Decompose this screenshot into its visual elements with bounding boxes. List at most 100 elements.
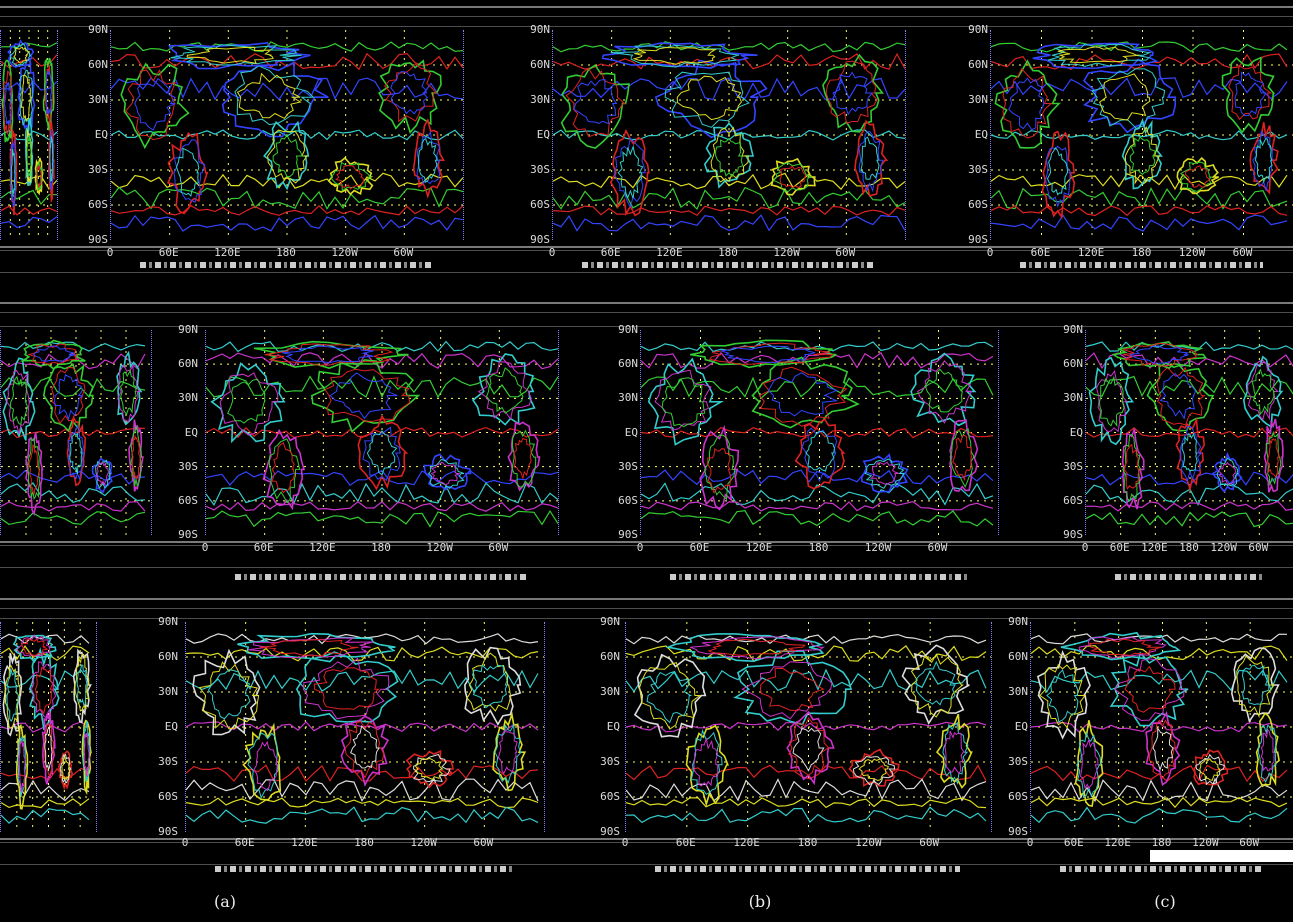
coastline-contour bbox=[414, 757, 444, 781]
coastline-contour bbox=[1096, 369, 1128, 433]
coastline-contour bbox=[609, 128, 650, 217]
coastline-contour bbox=[690, 728, 723, 795]
lon-tick-label: 0 bbox=[548, 246, 556, 259]
coastline-contour bbox=[19, 69, 33, 126]
coastline-contour bbox=[1263, 418, 1284, 493]
coastline-contour bbox=[24, 117, 34, 187]
lat-tick-label: 60N bbox=[1063, 357, 1083, 371]
coastline-contour bbox=[869, 461, 900, 485]
coastline-contour bbox=[282, 345, 374, 364]
contour-line bbox=[553, 129, 905, 141]
lat-tick-label: EQ bbox=[1069, 425, 1083, 439]
coastline-contour bbox=[1230, 647, 1280, 724]
coastline-contour bbox=[1098, 375, 1125, 428]
lat-tick-label: 90N bbox=[968, 23, 988, 36]
lat-tick-label: 90N bbox=[600, 615, 620, 628]
coastline-contour bbox=[1249, 122, 1279, 195]
contour-line bbox=[1086, 471, 1293, 486]
coastline-contour bbox=[384, 63, 438, 123]
coastline-contour bbox=[1247, 361, 1279, 421]
coastline-contour bbox=[1045, 145, 1072, 208]
map-panel bbox=[185, 622, 545, 832]
lat-tick-label: 90S bbox=[1008, 825, 1028, 838]
lat-tick-label: 90N bbox=[88, 23, 108, 36]
scan-artifact-bar bbox=[1150, 850, 1293, 862]
coastline-contour bbox=[758, 366, 848, 427]
contour-line bbox=[1, 376, 146, 398]
lon-tick-label: 180 bbox=[1179, 541, 1199, 554]
coastline-contour bbox=[924, 368, 963, 413]
contour-line bbox=[1, 798, 90, 809]
coastline-contour bbox=[1047, 43, 1152, 67]
coastline-contour bbox=[794, 418, 846, 490]
lat-tick-label: 60N bbox=[178, 357, 198, 371]
coastline-contour bbox=[654, 369, 712, 431]
lon-tick-label: 60W bbox=[927, 541, 948, 554]
scan-stripe bbox=[0, 272, 1293, 273]
lon-tick-label: 120W bbox=[1210, 541, 1237, 554]
coastline-contour bbox=[67, 424, 86, 480]
lon-tick-label: 60W bbox=[835, 246, 856, 259]
coastline-contour bbox=[1212, 451, 1243, 493]
coastline-contour bbox=[1152, 726, 1174, 772]
map-plot bbox=[1, 330, 151, 535]
map-panel bbox=[1085, 330, 1293, 535]
lat-tick-label: 60S bbox=[1063, 493, 1083, 507]
lat-tick-label: EQ bbox=[536, 128, 550, 141]
coastline-contour bbox=[805, 430, 835, 472]
lon-tick-label: 120W bbox=[864, 541, 892, 554]
lon-tick-label: 120E bbox=[745, 541, 773, 554]
coastline-contour bbox=[1123, 443, 1140, 490]
coastline-contour bbox=[327, 156, 374, 196]
coastline-contour bbox=[219, 372, 279, 436]
coastline-contour bbox=[1079, 738, 1099, 790]
coastline-contour bbox=[601, 42, 758, 69]
coastline-contour bbox=[417, 137, 438, 184]
lon-tick-label: 0 bbox=[201, 541, 209, 554]
coastline-contour bbox=[186, 47, 274, 64]
scan-stripe bbox=[0, 302, 1293, 304]
lat-tick-label: 30N bbox=[530, 93, 550, 106]
coastline-contour bbox=[366, 430, 398, 476]
map-plot bbox=[1031, 622, 1293, 832]
coastline-contour bbox=[72, 648, 92, 724]
coastline-contour bbox=[706, 447, 732, 494]
coastline-contour bbox=[1254, 138, 1273, 184]
coastline-contour bbox=[704, 434, 736, 501]
coastline-contour bbox=[262, 428, 306, 511]
contour-line bbox=[206, 375, 558, 399]
coastline-contour bbox=[20, 74, 32, 123]
coastline-contour bbox=[952, 434, 973, 482]
coastline-contour bbox=[1114, 658, 1185, 722]
coastline-contour bbox=[350, 725, 381, 769]
coastline-contour bbox=[74, 653, 90, 712]
coastline-contour bbox=[848, 748, 900, 787]
lon-tick-label: 120E bbox=[214, 246, 241, 259]
coastline-contour bbox=[242, 722, 282, 801]
lon-tick-label: 120W bbox=[331, 246, 358, 259]
contour-line bbox=[1, 808, 90, 824]
coastline-contour bbox=[18, 739, 26, 794]
coastline-contour bbox=[295, 651, 399, 723]
coastline-contour bbox=[1036, 649, 1091, 740]
lat-tick-label: 60S bbox=[1008, 790, 1028, 803]
contour-line bbox=[111, 214, 463, 232]
coastline-contour bbox=[779, 165, 807, 189]
coastline-contour bbox=[227, 378, 266, 424]
lon-tick-label: 120E bbox=[1077, 246, 1105, 259]
contour-line bbox=[1, 645, 90, 661]
lat-tick-label: 90S bbox=[178, 528, 198, 541]
coastline-contour bbox=[741, 661, 833, 720]
contour-line bbox=[553, 77, 905, 101]
contour-line bbox=[1, 779, 90, 802]
coastline-contour bbox=[362, 426, 401, 482]
lat-tick-label: 60N bbox=[158, 650, 178, 663]
coastline-contour bbox=[915, 660, 956, 706]
contour-line bbox=[186, 797, 539, 809]
contour-line bbox=[991, 41, 1288, 53]
coastline-contour bbox=[76, 664, 88, 707]
map-plot bbox=[626, 622, 991, 832]
coastline-contour bbox=[639, 661, 702, 730]
lon-tick-label: 180 bbox=[371, 541, 391, 554]
coastline-contour bbox=[34, 157, 44, 196]
